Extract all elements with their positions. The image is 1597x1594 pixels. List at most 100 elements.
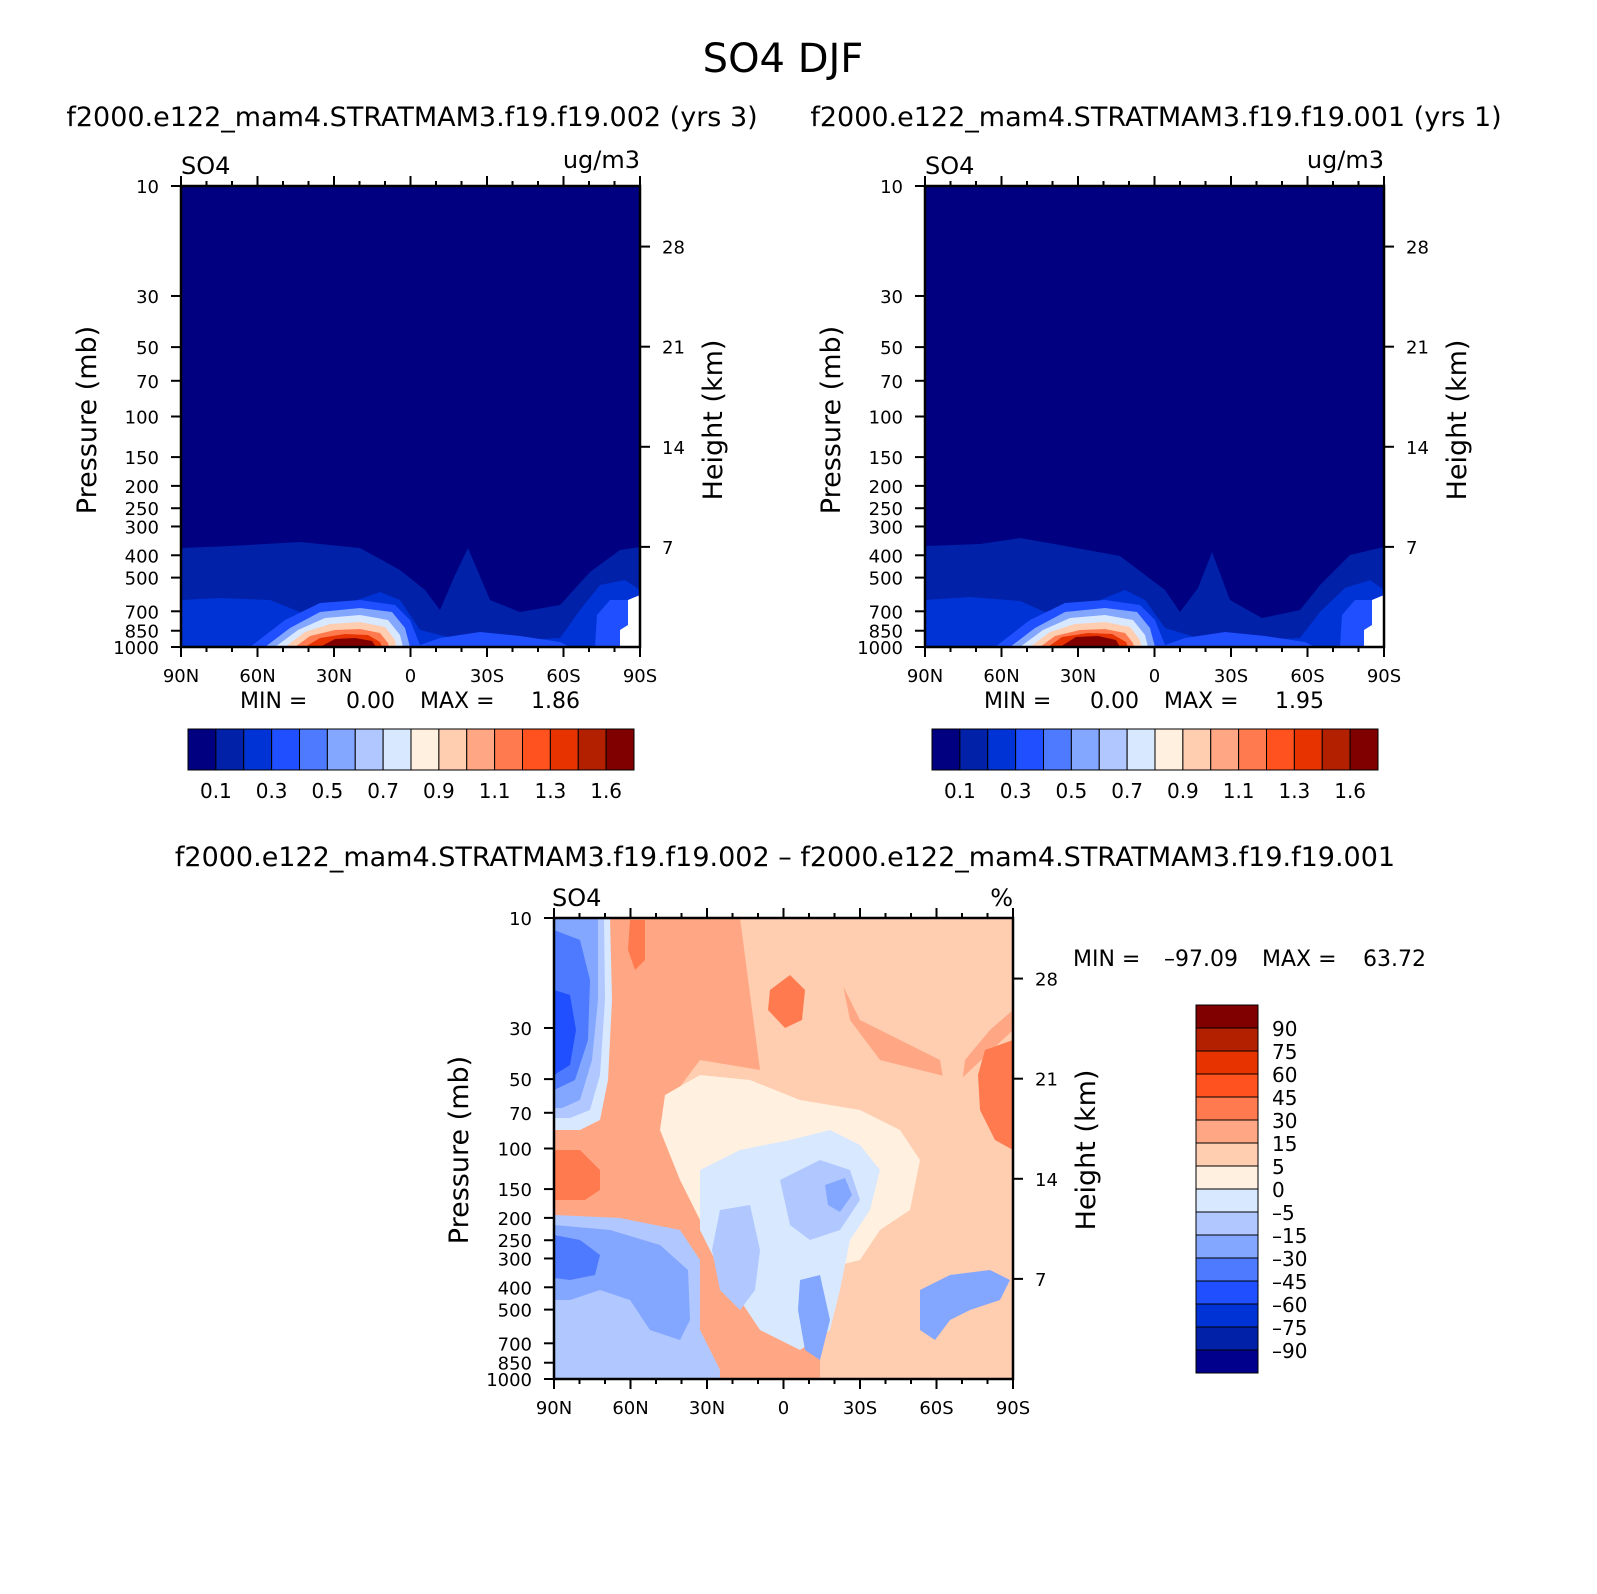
panel-b-xtick-label: 90N: [907, 666, 943, 687]
panel-a-ytick-label: 200: [125, 477, 159, 498]
panel-a-ytick-label: 50: [136, 338, 159, 359]
panel-b-colorbar-box: [1210, 728, 1240, 771]
panel-b-ytick-label: 200: [869, 477, 903, 498]
panel-b-contour-1.6: [1060, 636, 1120, 647]
panel-a-min-value: 0.00: [346, 689, 395, 714]
panel-a-colorbar-box: [271, 728, 300, 771]
panel-b-ytick-label: 400: [869, 546, 903, 567]
panel-b-ytick-label: 50: [880, 338, 903, 359]
panel-c-xtick-label: 0: [778, 1398, 789, 1419]
panel-a-ylabel: Pressure (mb): [72, 326, 103, 514]
panel-c-contour-right-high: [978, 1040, 1013, 1150]
panel-a-colorbar-label: 1.1: [479, 779, 511, 803]
panel-c-colorbar-label: 30: [1272, 1109, 1297, 1133]
panel-c-colorbar-label: –30: [1272, 1247, 1307, 1271]
panel-b-min-value: 0.00: [1090, 689, 1139, 714]
panel-b-colorbar-label: 1.1: [1223, 779, 1255, 803]
panel-c-colorbar-label: –90: [1272, 1339, 1307, 1363]
panel-c-ytick-label: 10: [509, 909, 532, 930]
panel-b-max-value: 1.95: [1275, 689, 1324, 714]
panel-b-ytick-right-label: 14: [1406, 438, 1429, 459]
panel-a-colorbar-box: [326, 728, 356, 771]
panel-c-ytick-label: 200: [498, 1209, 532, 1230]
panel-a-xtick-label: 30S: [470, 666, 504, 687]
panel-b-xtick-label: 30S: [1214, 666, 1248, 687]
panel-b-missing-region: [1364, 595, 1384, 647]
panel-c-colorbar-box: [1195, 1303, 1259, 1328]
panel-a-ytick-label: 250: [125, 499, 159, 520]
panel-c-contour-left-high: [554, 1150, 600, 1200]
panel-b-min-label: MIN =: [984, 689, 1051, 714]
panel-c-colorbar-label: –60: [1272, 1293, 1307, 1317]
panel-a-colorbar-box: [522, 728, 551, 771]
panel-a-colorbar-box: [243, 728, 273, 771]
panel-b-colorbar-label: 1.6: [1334, 779, 1366, 803]
panel-c-colorbar-box: [1195, 1188, 1259, 1213]
panel-c-ytick-label: 1000: [486, 1370, 532, 1391]
panel-a-colorbar-label: 0.3: [256, 779, 288, 803]
panel-b-ytick-label: 250: [869, 499, 903, 520]
panel-c-colorbar-box: [1195, 1142, 1259, 1167]
panel-b-colorbar: 0.1 0.3 0.5 0.7 0.9 1.1 1.3 1.6: [931, 728, 1379, 803]
panel-a-ytick-right-label: 21: [662, 338, 685, 359]
panel-a-ylabel-right: Height (km): [698, 340, 729, 501]
panel-a-xtick-label: 90S: [623, 666, 657, 687]
panel-b-plot: SO4 ug/m3 Pressure (mb) Height (km) MIN …: [816, 146, 1473, 714]
panel-a-missing-region: [620, 595, 640, 647]
panel-c-ytick-right-label: 14: [1035, 1170, 1058, 1191]
panel-b-colorbar-label: 0.3: [1000, 779, 1032, 803]
panel-c-ytick-label: 70: [509, 1104, 532, 1125]
panel-a-ytick-label: 30: [136, 287, 159, 308]
panel-c-contour-top-left-high: [628, 920, 645, 970]
panel-c-ytick-right-label: 28: [1035, 970, 1058, 991]
panel-a-max-value: 1.86: [531, 689, 580, 714]
panel-b-ytick-right-label: 7: [1406, 538, 1417, 559]
panel-c-colorbar-label: 90: [1272, 1017, 1297, 1041]
panel-c-colorbar-box: [1195, 1119, 1259, 1144]
panel-b-ytick-right-label: 28: [1406, 238, 1429, 259]
panel-a-ytick-label: 500: [125, 569, 159, 590]
panel-c-colorbar-box: [1195, 1165, 1259, 1190]
panel-c-contour-15-upper-right: [830, 918, 1013, 1120]
panel-b-colorbar-box: [1349, 728, 1379, 771]
panel-b-ytick-label: 150: [869, 448, 903, 469]
panel-a-ticks: [171, 176, 650, 657]
panel-c-xtick-label: 30N: [689, 1398, 725, 1419]
panel-c-min-label: MIN =: [1073, 947, 1140, 972]
panel-b-colorbar-box: [1126, 728, 1156, 771]
panel-b-xtick-label: 60S: [1290, 666, 1324, 687]
panel-c-colorbar-label: 0: [1272, 1178, 1285, 1202]
panel-a-units: ug/m3: [563, 146, 640, 174]
panel-b-colorbar-label: 0.7: [1111, 779, 1143, 803]
panel-b-colorbar-box: [1154, 728, 1184, 771]
panel-b-ytick-label: 700: [869, 602, 903, 623]
panel-b-ytick-label: 300: [869, 517, 903, 538]
panel-a-colorbar-box: [382, 728, 412, 771]
panel-c-contour-top-high: [768, 975, 805, 1028]
panel-a-ytick-label: 700: [125, 602, 159, 623]
panel-a-ytick-right-label: 28: [662, 238, 685, 259]
panel-c-ytick-label: 500: [498, 1301, 532, 1322]
panel-c-contour-right-neg: [920, 1270, 1010, 1340]
panel-c-colorbar-box: [1195, 1004, 1259, 1029]
panel-c-ytick-label: 50: [509, 1070, 532, 1091]
panel-a-xtick-label: 0: [405, 666, 416, 687]
panel-b-colorbar-box: [1182, 728, 1212, 771]
panel-b-colorbar-box: [1293, 728, 1323, 771]
panel-c-ytick-label: 30: [509, 1019, 532, 1040]
panel-b-colorbar-box: [1238, 728, 1267, 771]
panel-b-colorbar-label: 0.9: [1167, 779, 1199, 803]
panel-a-colorbar-label: 1.3: [534, 779, 566, 803]
panel-c-ytick-right-label: 7: [1035, 1270, 1046, 1291]
panel-c-ylabel-right: Height (km): [1071, 1070, 1102, 1231]
panel-b-colorbar-box: [931, 728, 961, 771]
panel-c-ytick-label: 400: [498, 1278, 532, 1299]
panel-a-colorbar-box: [215, 728, 245, 771]
panel-c-xtick-label: 30S: [843, 1398, 877, 1419]
panel-c-colorbar-box: [1195, 1234, 1259, 1259]
panel-c-contour-neg30-center: [825, 1178, 852, 1212]
panel-b-xtick-label: 0: [1149, 666, 1160, 687]
panel-c-contour-left-neg45-low: [554, 1235, 600, 1280]
panel-c-xtick-label: 90N: [536, 1398, 572, 1419]
